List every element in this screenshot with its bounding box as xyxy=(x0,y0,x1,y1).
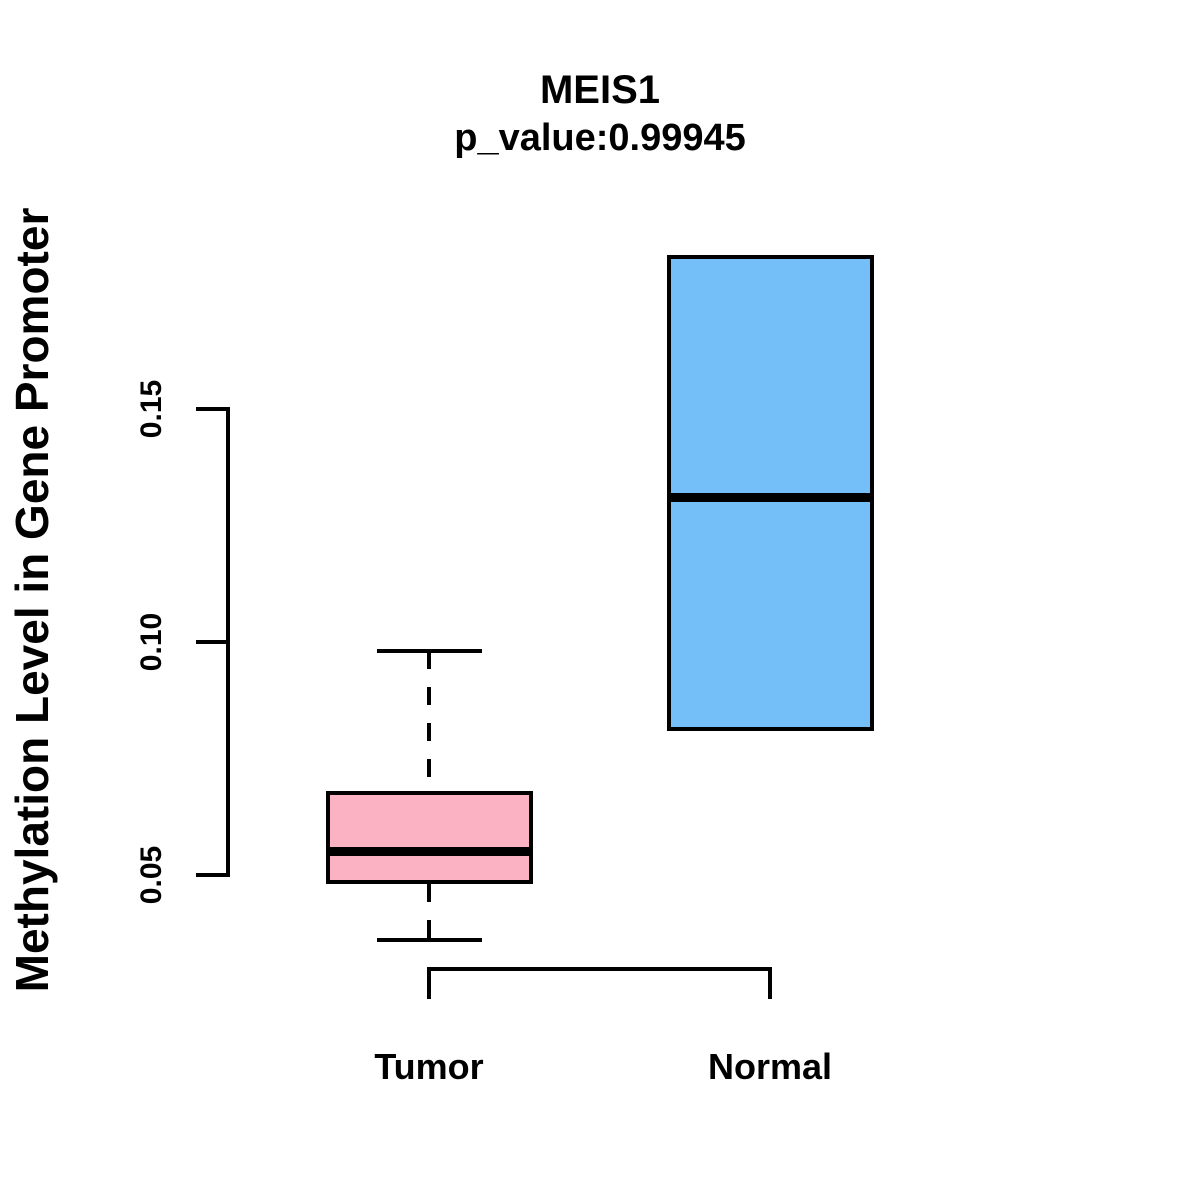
box-normal xyxy=(666,255,874,731)
y-tick-label: 0.05 xyxy=(135,845,168,905)
gene-title: MEIS1 xyxy=(539,68,661,112)
y-tick-label: 0.10 xyxy=(135,612,168,672)
p-value-subtitle: p_value:0.99945 xyxy=(454,117,746,159)
x-axis-line xyxy=(427,967,772,971)
x-category-label-normal: Normal xyxy=(707,1046,833,1087)
median-line xyxy=(325,847,533,857)
x-axis-tick xyxy=(768,967,772,999)
upper-whisker-line xyxy=(427,651,431,792)
y-tick-mark xyxy=(196,407,226,411)
y-tick-mark xyxy=(196,873,226,877)
x-axis-tick xyxy=(427,967,431,999)
median-line xyxy=(666,493,874,503)
lower-whisker-cap xyxy=(376,938,482,943)
x-category-label-tumor: Tumor xyxy=(374,1046,484,1087)
upper-whisker-cap xyxy=(376,649,482,654)
y-tick-label: 0.15 xyxy=(135,379,168,439)
lower-whisker-line xyxy=(427,884,431,941)
y-axis-line xyxy=(226,407,230,877)
y-axis-label: Methylation Level in Gene Promoter xyxy=(6,207,58,993)
y-tick-mark xyxy=(196,640,226,644)
chart-title: MEIS1 p_value:0.99945 xyxy=(454,66,746,162)
box-tumor xyxy=(325,791,533,885)
